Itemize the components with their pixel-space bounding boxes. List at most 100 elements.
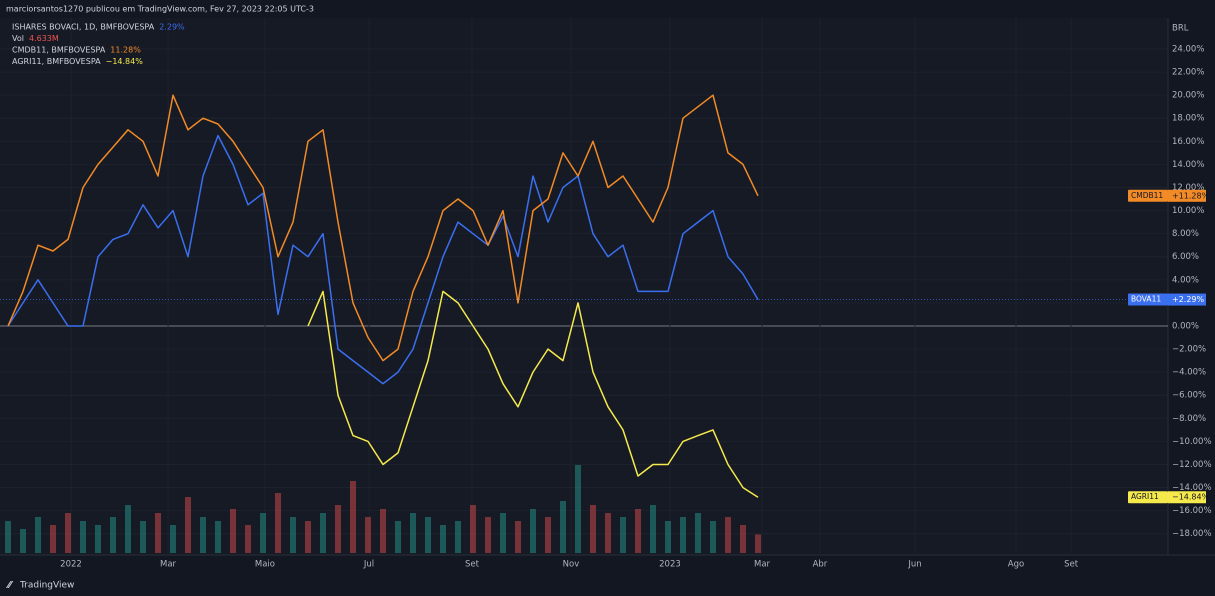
series-tag-name: CMDB11	[1131, 191, 1163, 200]
x-tick-label: 2022	[60, 560, 82, 570]
volume-bar	[545, 517, 551, 553]
volume-bar	[620, 517, 626, 553]
volume-bar	[320, 513, 326, 553]
y-tick-label: −6.00%	[1172, 391, 1206, 401]
series-tag-value: −14.84%	[1172, 493, 1210, 502]
volume-bar	[155, 513, 161, 553]
y-tick-label: 14.00%	[1172, 160, 1204, 170]
volume-bar	[110, 517, 116, 553]
volume-bar	[5, 521, 11, 553]
y-tick-label: 10.00%	[1172, 206, 1204, 216]
volume-bar	[740, 525, 746, 553]
volume-bar	[455, 521, 461, 553]
legend-label: CMDB11, BMFBOVESPA	[12, 46, 106, 55]
series-line	[307, 290, 759, 498]
series-line	[7, 94, 759, 362]
x-tick-label: Jul	[363, 560, 374, 570]
volume-bar	[35, 517, 41, 553]
x-tick-label: 2023	[659, 560, 681, 570]
x-tick-label: Set	[465, 560, 480, 570]
y-tick-label: −14.00%	[1172, 483, 1212, 493]
volume-bar	[380, 509, 386, 553]
series-tag-value: +11.28%	[1172, 191, 1210, 200]
legend-label: AGRI11, BMFBOVESPA	[12, 57, 101, 66]
series-tag-value-box	[1168, 491, 1206, 504]
y-tick-label: −12.00%	[1172, 460, 1212, 470]
x-tick-label: Abr	[813, 560, 828, 570]
y-tick-label: 12.00%	[1172, 183, 1204, 193]
volume-bar	[410, 513, 416, 553]
volume-bar	[515, 521, 521, 553]
y-tick-label: −8.00%	[1172, 414, 1206, 424]
x-tick-label: Jun	[907, 560, 921, 570]
volume-bar	[635, 509, 641, 553]
series-tag	[1128, 189, 1168, 202]
volume-bar	[200, 517, 206, 553]
volume-bar	[710, 521, 716, 553]
volume-bar	[665, 521, 671, 553]
y-tick-label: 22.00%	[1172, 68, 1204, 78]
volume-bar	[530, 509, 536, 553]
y-tick-label: −4.00%	[1172, 368, 1206, 378]
volume-bar	[470, 505, 476, 553]
series-tag-value: +2.29%	[1172, 295, 1205, 304]
volume-bar	[485, 517, 491, 553]
brand-logo: ⁄⁄	[6, 580, 14, 591]
volume-bar	[335, 505, 341, 553]
series-tag-name: BOVA11	[1131, 295, 1161, 304]
volume-bar	[275, 493, 281, 553]
volume-bar	[170, 525, 176, 553]
series-tag-name: AGRI11	[1131, 492, 1159, 501]
volume-bar	[230, 509, 236, 553]
volume-bar	[20, 529, 26, 553]
x-tick-label: Ago	[1008, 560, 1024, 570]
volume-bar	[395, 521, 401, 553]
volume-bar	[95, 525, 101, 553]
volume-bar	[440, 525, 446, 553]
volume-bar	[560, 501, 566, 553]
volume-bar	[290, 517, 296, 553]
x-tick-label: Mar	[754, 560, 771, 570]
y-tick-label: −2.00%	[1172, 345, 1206, 355]
x-tick-label: Set	[1064, 560, 1079, 570]
volume-bar	[590, 505, 596, 553]
legend-value: 4.633M	[29, 34, 59, 43]
y-tick-label: −10.00%	[1172, 437, 1212, 447]
legend-label: ISHARES BOVACI, 1D, BMFBOVESPA	[12, 23, 155, 32]
x-tick-label: Maio	[255, 560, 275, 570]
volume-bar	[125, 505, 131, 553]
volume-bar	[305, 521, 311, 553]
y-tick-label: 16.00%	[1172, 137, 1204, 147]
volume-bar	[365, 517, 371, 553]
brand: TradingView	[19, 581, 74, 591]
volume-bar	[650, 505, 656, 553]
y-tick-label: 6.00%	[1172, 252, 1199, 262]
volume-bar	[425, 517, 431, 553]
y-tick-label: 24.00%	[1172, 45, 1204, 55]
series-tag-value-box	[1168, 189, 1206, 202]
volume-bar	[680, 517, 686, 553]
volume-bar	[605, 513, 611, 553]
legend-value: 11.28%	[110, 46, 141, 55]
plot-area	[0, 18, 1168, 555]
volume-bar	[260, 513, 266, 553]
series-tag	[1128, 293, 1168, 306]
volume-bar	[80, 521, 86, 553]
y-tick-label: −18.00%	[1172, 529, 1212, 539]
volume-bar	[140, 521, 146, 553]
x-tick-label: Nov	[563, 560, 580, 570]
volume-bar	[695, 513, 701, 553]
svg-text:⁄⁄: ⁄⁄	[6, 580, 14, 591]
series-tag	[1128, 491, 1168, 504]
volume-bar	[65, 513, 71, 553]
volume-bar	[50, 525, 56, 553]
legend-value: −14.84%	[106, 57, 144, 66]
y-tick-label: 18.00%	[1172, 114, 1204, 124]
y-tick-label: 4.00%	[1172, 275, 1199, 285]
publisher: marciorsantos1270 publicou em TradingVie…	[6, 5, 314, 14]
volume-bar	[725, 517, 731, 553]
volume-bar	[755, 534, 761, 553]
y-tick-label: 20.00%	[1172, 91, 1204, 101]
currency: BRL	[1172, 24, 1189, 34]
